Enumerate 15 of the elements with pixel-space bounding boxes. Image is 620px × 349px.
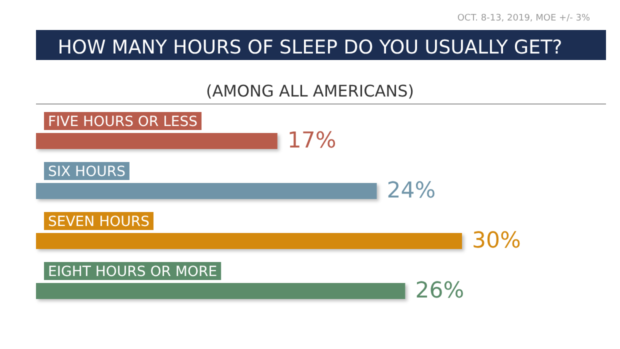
- data-label: 24%: [386, 178, 436, 204]
- y-tick-label: FIVE HOURS OR LESS: [48, 114, 198, 130]
- bar: [36, 283, 406, 299]
- bar: [36, 133, 278, 149]
- data-label: 30%: [472, 228, 521, 254]
- chart-title: HOW MANY HOURS OF SLEEP DO YOU USUALLY GET?: [58, 36, 562, 58]
- data-label: 17%: [287, 128, 336, 154]
- data-label: 26%: [415, 278, 464, 304]
- y-tick-label: SEVEN HOURS: [48, 214, 150, 230]
- y-tick-label: EIGHT HOURS OR MORE: [48, 264, 218, 280]
- y-tick-label: SIX HOURS: [48, 164, 126, 180]
- bar: [36, 233, 462, 249]
- chart-subtitle: (AMONG ALL AMERICANS): [206, 82, 414, 100]
- text: OCT. 8-13, 2019, MOE +/- 3%: [457, 14, 590, 24]
- bar: [36, 183, 377, 199]
